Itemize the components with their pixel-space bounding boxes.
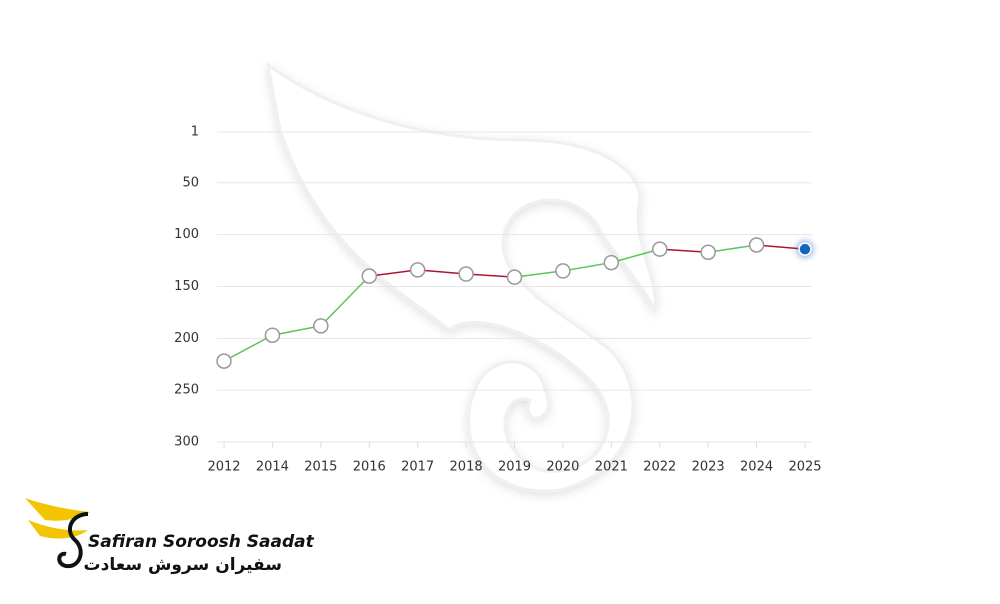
x-tick-label: 2024	[740, 460, 773, 475]
x-tick-label: 2015	[304, 460, 337, 475]
y-tick-label: 250	[174, 383, 199, 398]
point	[506, 269, 523, 285]
y-tick-label: 200	[174, 331, 199, 346]
point	[313, 318, 329, 334]
logo-wing	[28, 520, 88, 539]
line-segment	[466, 273, 515, 278]
y-tick-label: 300	[174, 435, 199, 450]
point	[555, 263, 571, 279]
x-tick-label: 2023	[692, 460, 725, 475]
point	[409, 262, 426, 278]
x-tick-label: 2019	[498, 460, 531, 475]
line-segment	[417, 269, 467, 275]
x-tick-label: 2022	[643, 460, 676, 475]
line-segment	[320, 275, 370, 327]
y-tick-label: 50	[182, 175, 199, 190]
line-segment	[514, 270, 564, 278]
x-tick-label: 2020	[546, 460, 579, 475]
y-tick-label: 1	[191, 125, 199, 140]
point	[216, 353, 232, 369]
current-point	[798, 242, 812, 256]
x-tick-label: 2021	[595, 460, 628, 475]
logo: Safiran Soroosh Saadat سفیران سروش سعادت	[25, 498, 315, 575]
x-tick-label: 2016	[353, 460, 386, 475]
logo-name: Safiran Soroosh Saadat	[88, 532, 315, 552]
line-segment	[223, 334, 273, 362]
y-tick-label: 150	[174, 279, 199, 294]
point	[361, 268, 377, 284]
x-tick-label: 2012	[207, 460, 240, 475]
x-tick-label: 2014	[256, 460, 289, 475]
line-segment	[272, 325, 321, 336]
logo-name-fa: سفیران سروش سعادت	[84, 555, 282, 575]
line-segment	[562, 261, 612, 272]
x-tick-label: 2017	[401, 460, 434, 475]
y-tick-label: 100	[174, 227, 199, 242]
point	[700, 244, 716, 261]
x-tick-label: 2025	[788, 460, 821, 475]
point	[603, 254, 620, 271]
point	[264, 327, 281, 343]
line-segment	[708, 244, 757, 254]
line-segment	[369, 269, 418, 277]
logo-wing	[25, 498, 90, 521]
line-segment	[659, 248, 709, 254]
logo-swan	[57, 512, 89, 569]
line-segment	[611, 248, 660, 264]
x-tick-label: 2018	[450, 460, 483, 475]
point	[458, 266, 474, 282]
point	[748, 237, 765, 253]
point	[652, 241, 668, 257]
